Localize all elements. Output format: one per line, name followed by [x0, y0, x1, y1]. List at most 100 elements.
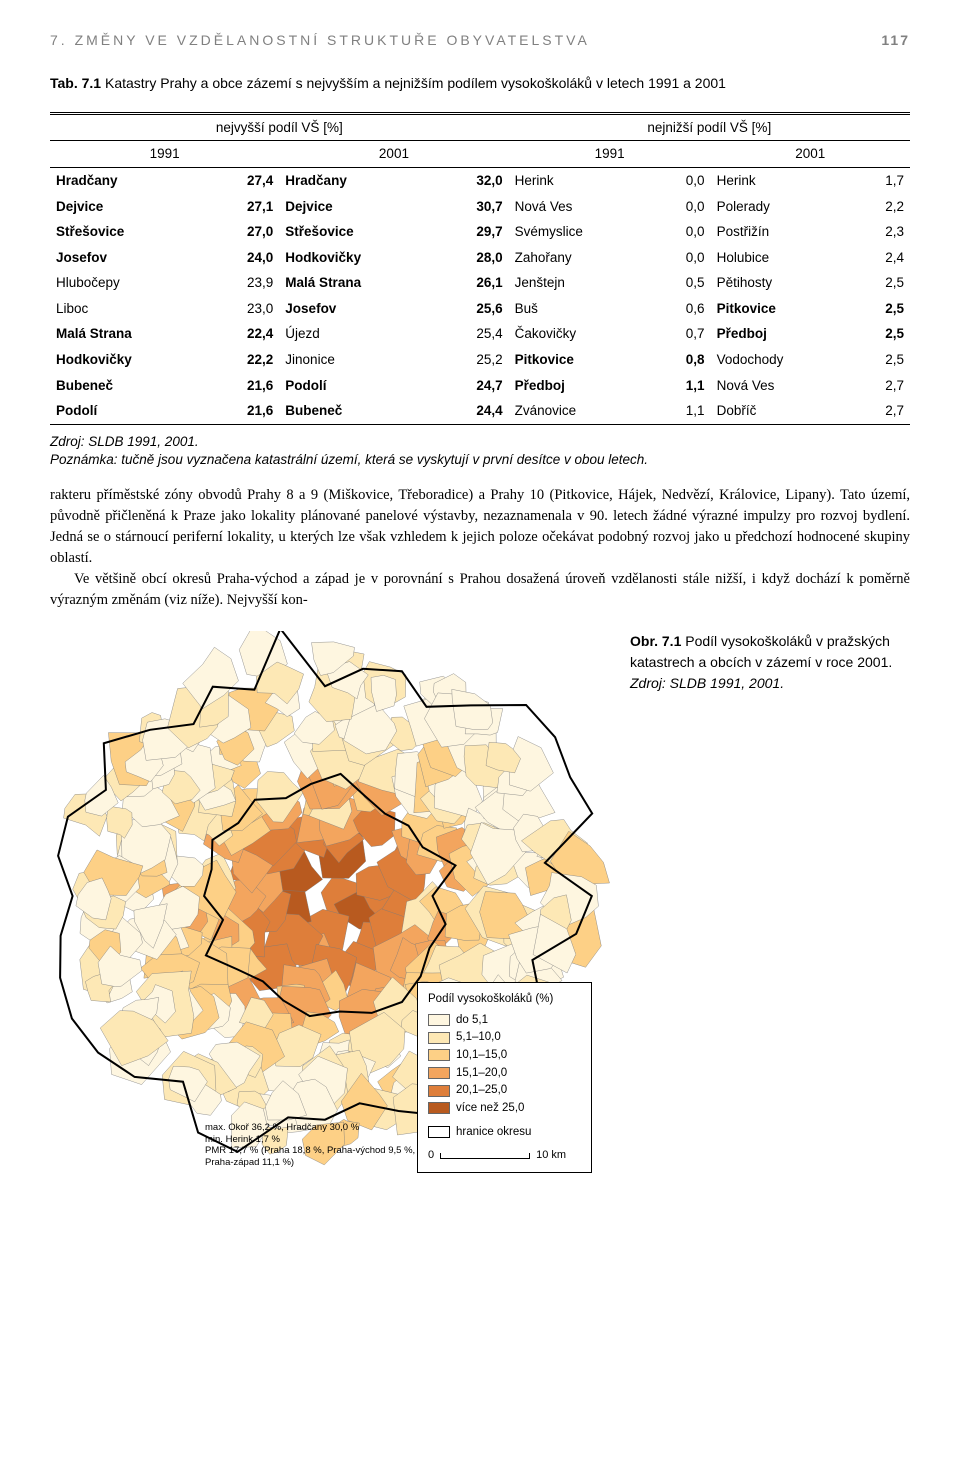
table-cell: Zahořany [509, 245, 655, 271]
legend-swatch [428, 1067, 450, 1079]
table-cell: Herink [509, 168, 655, 194]
table-cell: Pětihosty [711, 270, 854, 296]
table-cell: 24,7 [439, 373, 509, 399]
col-group-high: nejvyšší podíl VŠ [%] [50, 113, 509, 141]
year-col: 1991 [50, 141, 279, 168]
table-cell: 25,6 [439, 296, 509, 322]
table-cell: Polerady [711, 194, 854, 220]
legend-label: více než 25,0 [456, 1100, 524, 1117]
table-cell: Nová Ves [711, 373, 854, 399]
legend-swatch [428, 1014, 450, 1026]
table-cell: 29,7 [439, 219, 509, 245]
table-cell: 0,0 [655, 219, 711, 245]
legend-swatch [428, 1049, 450, 1061]
table-row: Hlubočepy23,9Malá Strana26,1Jenštejn0,5P… [50, 270, 910, 296]
table-cell: Josefov [279, 296, 439, 322]
page-number: 117 [881, 30, 910, 50]
table-source: Zdroj: SLDB 1991, 2001. [50, 433, 910, 451]
year-col: 2001 [711, 141, 910, 168]
table-cell: Herink [711, 168, 854, 194]
legend-row: do 5,1 [428, 1012, 581, 1029]
table-cell: 23,0 [210, 296, 280, 322]
map-credits: max. Okoř 36,2 %, Hradčany 30,0 % min. H… [205, 1122, 415, 1170]
table-cell: Hodkovičky [279, 245, 439, 271]
table-cell: Malá Strana [50, 321, 210, 347]
table-row: Josefov24,0Hodkovičky28,0Zahořany0,0Holu… [50, 245, 910, 271]
table-cell: Pitkovice [711, 296, 854, 322]
table-cell: Předboj [509, 373, 655, 399]
table-cell: Újezd [279, 321, 439, 347]
table-row: Podolí21,6Bubeneč24,4Zvánovice1,1Dobříč2… [50, 398, 910, 424]
table-cell: 23,9 [210, 270, 280, 296]
table-cell: Předboj [711, 321, 854, 347]
table-cell: 0,0 [655, 245, 711, 271]
table-cell: Buš [509, 296, 655, 322]
legend-row: 15,1–20,0 [428, 1065, 581, 1082]
table-cell: Střešovice [279, 219, 439, 245]
table-cell: Liboc [50, 296, 210, 322]
table-cell: 22,2 [210, 347, 280, 373]
table-row: Malá Strana22,4Újezd25,4Čakovičky0,7Před… [50, 321, 910, 347]
table-row: Hradčany27,4Hradčany32,0Herink0,0Herink1… [50, 168, 910, 194]
table-cell: 2,3 [854, 219, 910, 245]
table-cell: Jinonice [279, 347, 439, 373]
table-cell: 25,4 [439, 321, 509, 347]
legend-swatch [428, 1102, 450, 1114]
table-cell: Hlubočepy [50, 270, 210, 296]
table-cell: 32,0 [439, 168, 509, 194]
legend-row: 5,1–10,0 [428, 1029, 581, 1046]
table-cell: Podolí [279, 373, 439, 399]
table-cell: 21,6 [210, 373, 280, 399]
table-cell: 21,6 [210, 398, 280, 424]
table-row: Hodkovičky22,2Jinonice25,2Pitkovice0,8Vo… [50, 347, 910, 373]
table-cell: 27,0 [210, 219, 280, 245]
table-cell: 0,5 [655, 270, 711, 296]
year-col: 2001 [279, 141, 508, 168]
table-cell: 22,4 [210, 321, 280, 347]
legend-boundary: hranice okresu [428, 1124, 581, 1141]
table-cell: 2,5 [854, 347, 910, 373]
table-cell: Holubice [711, 245, 854, 271]
chapter-header: 7. ZMĚNY VE VZDĚLANOSTNÍ STRUKTUŘE OBYVA… [50, 30, 910, 50]
choropleth-map: max. Okoř 36,2 %, Hradčany 30,0 % min. H… [50, 631, 610, 1191]
table-cell: 25,2 [439, 347, 509, 373]
scalebar-line [440, 1153, 530, 1159]
table-cell: 2,5 [854, 296, 910, 322]
table-cell: Jenštejn [509, 270, 655, 296]
table-cell: Dobříč [711, 398, 854, 424]
figure-row: max. Okoř 36,2 %, Hradčany 30,0 % min. H… [50, 631, 910, 1191]
table-cell: 2,7 [854, 373, 910, 399]
table-cell: 27,4 [210, 168, 280, 194]
table-cell: 0,0 [655, 194, 711, 220]
col-group-low: nejnižší podíl VŠ [%] [509, 113, 910, 141]
table-cell: 0,6 [655, 296, 711, 322]
map-legend: Podíl vysokoškoláků (%) do 5,15,1–10,010… [417, 982, 592, 1173]
table-cell: 0,0 [655, 168, 711, 194]
table-remark: Poznámka: tučně jsou vyznačena katastrál… [50, 451, 910, 469]
legend-row: 20,1–25,0 [428, 1082, 581, 1099]
table-cell: Zvánovice [509, 398, 655, 424]
table-cell: 24,0 [210, 245, 280, 271]
table-note: Zdroj: SLDB 1991, 2001. Poznámka: tučně … [50, 433, 910, 469]
table-title: Tab. 7.1 Katastry Prahy a obce zázemí s … [50, 74, 910, 94]
table-row: Dejvice27,1Dejvice30,7Nová Ves0,0Polerad… [50, 194, 910, 220]
table-cell: Pitkovice [509, 347, 655, 373]
table-cell: 27,1 [210, 194, 280, 220]
legend-swatch [428, 1032, 450, 1044]
legend-label: do 5,1 [456, 1012, 488, 1029]
paragraph: rakteru příměstské zóny obvodů Prahy 8 a… [50, 485, 910, 569]
table-cell: Nová Ves [509, 194, 655, 220]
table-cell: Čakovičky [509, 321, 655, 347]
table-cell: 1,1 [655, 398, 711, 424]
table-row: Liboc23,0Josefov25,6Buš0,6Pitkovice2,5 [50, 296, 910, 322]
table-cell: Podolí [50, 398, 210, 424]
table-cell: Hradčany [50, 168, 210, 194]
table-cell: Malá Strana [279, 270, 439, 296]
table-cell: Hradčany [279, 168, 439, 194]
legend-label: 15,1–20,0 [456, 1065, 507, 1082]
table-cell: Dejvice [279, 194, 439, 220]
legend-swatch [428, 1085, 450, 1097]
table-cell: 1,7 [854, 168, 910, 194]
table-cell: 0,8 [655, 347, 711, 373]
table-cell: 0,7 [655, 321, 711, 347]
